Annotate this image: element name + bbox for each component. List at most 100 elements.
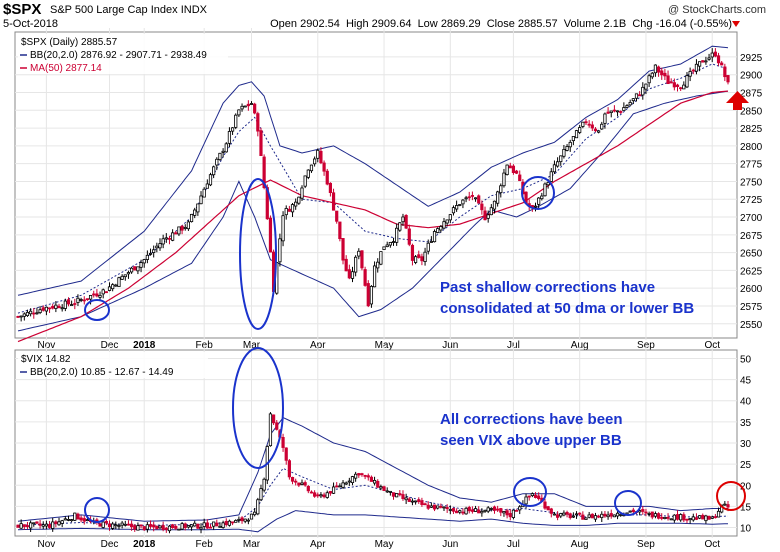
vix-candle bbox=[382, 486, 386, 491]
spx-candle bbox=[139, 262, 143, 268]
spx-candle bbox=[556, 161, 560, 167]
vix-candle bbox=[347, 480, 351, 483]
spx-candle bbox=[726, 75, 730, 83]
spx-candle bbox=[666, 75, 670, 85]
spx-candle bbox=[215, 158, 219, 166]
vix-candle bbox=[341, 482, 345, 488]
spx-x-tick: Apr bbox=[310, 340, 326, 351]
chg-value: -16.04 (-0.55%) bbox=[655, 18, 732, 30]
vix-candle bbox=[426, 504, 430, 509]
spx-candle bbox=[316, 149, 320, 159]
vix-candle bbox=[120, 522, 124, 526]
vix-candle bbox=[294, 480, 298, 483]
vix-candle bbox=[38, 523, 42, 526]
vix-candle bbox=[161, 525, 165, 530]
spx-candle bbox=[63, 300, 67, 309]
spx-candle bbox=[675, 84, 680, 87]
vix-candle bbox=[41, 524, 45, 527]
spx-candle bbox=[562, 149, 566, 157]
vix-candle bbox=[363, 475, 367, 477]
vix-candle bbox=[171, 524, 175, 529]
spx-candle bbox=[720, 62, 724, 66]
vix-candle bbox=[313, 492, 317, 497]
vix-candle bbox=[246, 519, 250, 522]
vix-candle bbox=[625, 512, 629, 515]
spx-candle bbox=[54, 304, 58, 309]
vix-candle bbox=[44, 523, 49, 527]
spx-panel: 2550 2575 2600 2625 2650 2675 2700 2725 2750 2775… bbox=[14, 28, 763, 343]
spx-candle bbox=[243, 105, 247, 108]
vix-legend-bg bbox=[18, 352, 208, 378]
spx-candle bbox=[597, 130, 601, 133]
vix-candle bbox=[126, 523, 131, 526]
spx-candle bbox=[420, 256, 424, 262]
vix-candle bbox=[107, 523, 112, 528]
vix-candle bbox=[174, 525, 178, 529]
spx-candle bbox=[518, 174, 522, 182]
spx-candle bbox=[158, 243, 162, 249]
spx-y-tick: 2625 bbox=[740, 266, 763, 277]
close-label: Close bbox=[486, 18, 515, 30]
vix-x-tick: Oct bbox=[704, 539, 720, 550]
spx-candle bbox=[660, 70, 664, 76]
spx-legend-price: $SPX (Daily) 2885.57 bbox=[21, 37, 118, 48]
vix-candle bbox=[145, 524, 149, 530]
vix-candle bbox=[685, 518, 689, 521]
close-value: 2885.57 bbox=[517, 18, 558, 30]
vix-bb-upper bbox=[17, 416, 728, 522]
spx-candle bbox=[713, 51, 717, 57]
spx-candle bbox=[707, 57, 711, 60]
spx-candle bbox=[647, 75, 651, 84]
vix-candle bbox=[202, 522, 206, 527]
spx-candle bbox=[66, 299, 71, 305]
spx-candle bbox=[691, 69, 695, 72]
vix-candle bbox=[461, 511, 465, 514]
vix-candle bbox=[262, 478, 266, 491]
spx-candle bbox=[584, 121, 588, 124]
spx-candle bbox=[224, 143, 228, 153]
vix-candle bbox=[666, 516, 670, 519]
vix-candle bbox=[303, 482, 307, 486]
spx-candle bbox=[189, 213, 194, 223]
spx-candle bbox=[199, 195, 203, 205]
spx-candle bbox=[281, 215, 285, 242]
vix-candle bbox=[344, 482, 348, 485]
vix-candle bbox=[423, 503, 427, 506]
spx-candle bbox=[133, 266, 137, 271]
spx-candle bbox=[155, 245, 159, 249]
vix-candle bbox=[180, 523, 184, 530]
spx-candle bbox=[619, 111, 623, 113]
vix-candle bbox=[376, 480, 380, 488]
vix-candle bbox=[51, 521, 55, 529]
spx-candle bbox=[467, 196, 471, 199]
vix-candle bbox=[215, 522, 219, 527]
spx-candle bbox=[716, 55, 721, 64]
spx-candle bbox=[95, 293, 99, 297]
spx-x-tick: Nov bbox=[38, 340, 56, 351]
vix-candle bbox=[477, 509, 481, 514]
vix-candle bbox=[641, 509, 645, 512]
spx-candle bbox=[313, 158, 317, 165]
vix-note-line2: seen VIX above upper BB bbox=[440, 432, 622, 449]
vix-candle bbox=[707, 515, 711, 520]
spx-legend-bg bbox=[18, 34, 228, 74]
vix-candle bbox=[350, 476, 355, 484]
spx-x-tick: Jul bbox=[507, 340, 520, 351]
chart-date: 5-Oct-2018 bbox=[3, 18, 59, 30]
spx-candle bbox=[679, 87, 683, 90]
vix-candle bbox=[429, 505, 433, 508]
vix-candle bbox=[432, 504, 437, 510]
vix-candle bbox=[505, 510, 509, 516]
vix-candle bbox=[249, 513, 254, 520]
open-label: Open bbox=[270, 18, 298, 30]
vix-candle bbox=[489, 508, 493, 510]
spx-y-tick: 2800 bbox=[740, 142, 763, 153]
vix-candle bbox=[578, 512, 582, 515]
spx-candle bbox=[395, 227, 399, 243]
spx-candle bbox=[196, 203, 200, 213]
vix-candle bbox=[328, 491, 333, 494]
spx-note-line1: Past shallow corrections have bbox=[440, 279, 655, 296]
spx-candle bbox=[496, 191, 500, 204]
spx-candle bbox=[552, 164, 557, 173]
vix-candle bbox=[300, 482, 304, 485]
